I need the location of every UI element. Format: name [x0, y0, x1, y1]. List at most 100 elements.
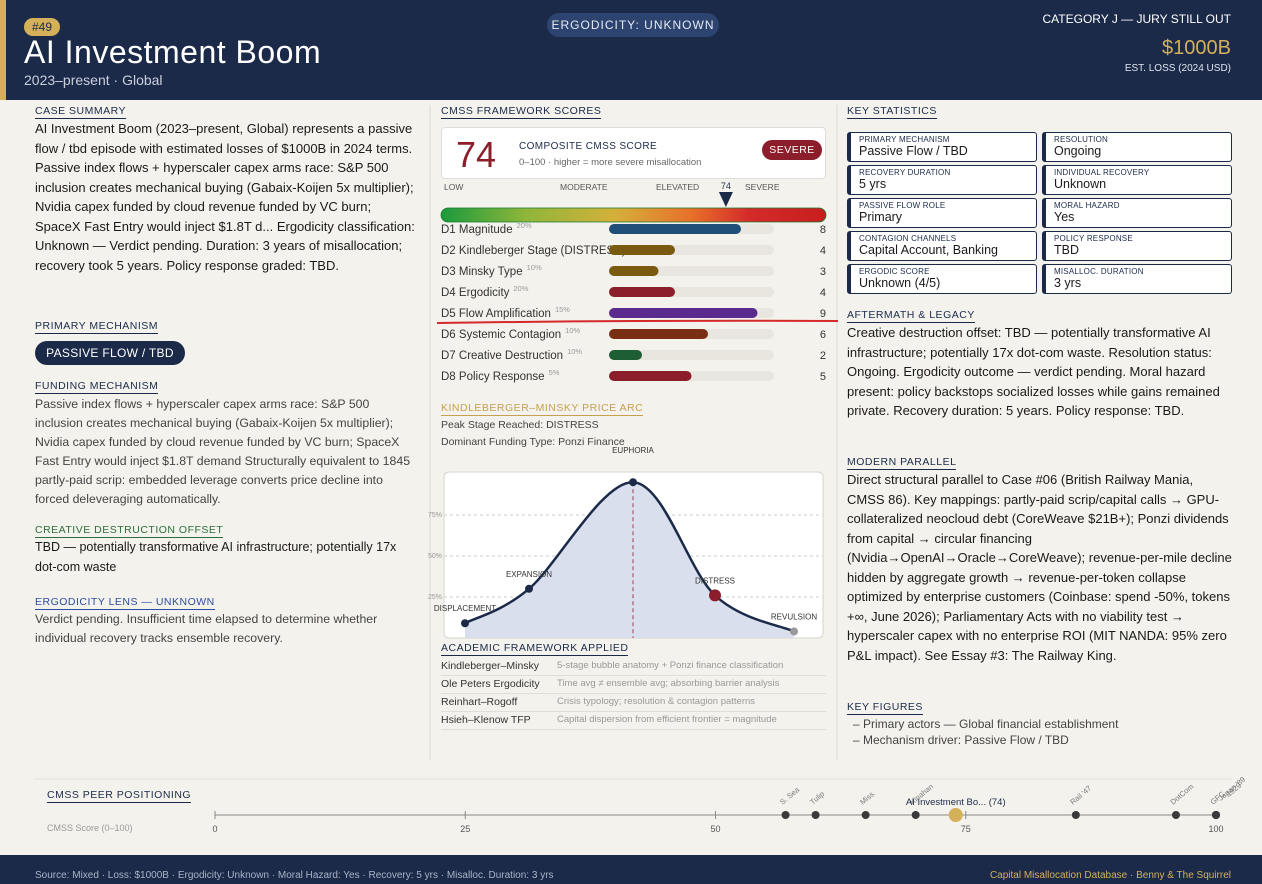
- academic-row: Ole Peters Ergodicity Time avg ≠ ensemble…: [441, 675, 826, 694]
- dimension-name: D7 Creative Destruction 10%: [441, 347, 582, 362]
- stat-label: POLICY RESPONSE: [1054, 234, 1133, 243]
- stat-card: MORAL HAZARD Yes: [1042, 198, 1232, 228]
- bar-track: [609, 329, 774, 339]
- section-heading: CMSS PEER POSITIONING: [47, 789, 192, 803]
- peer-label: Miss.: [858, 788, 877, 806]
- peer-point: [911, 811, 920, 819]
- dimension-name: D4 Ergodicity 20%: [441, 284, 529, 299]
- mechanism-tag: PASSIVE FLOW / TBD: [35, 341, 185, 365]
- peer-point: [1212, 811, 1220, 819]
- stat-value: 5 yrs: [859, 177, 887, 191]
- stage-point: [629, 478, 637, 487]
- dimension-weight: 10%: [567, 347, 582, 356]
- bar-value: 8: [820, 224, 826, 236]
- section-heading: KEY STATISTICS: [847, 105, 937, 119]
- key-figure: – Primary actors — Global financial esta…: [853, 717, 1119, 731]
- bar-value: 2: [820, 350, 826, 362]
- stage-point: [461, 619, 469, 628]
- bar-value: 3: [820, 266, 826, 278]
- stat-card: RECOVERY DURATION 5 yrs: [847, 165, 1037, 195]
- aftermath-text: Creative destruction offset: TBD — poten…: [847, 325, 1220, 418]
- stat-label: ERGODIC SCORE: [859, 267, 930, 276]
- peer-label: 1929: [1225, 781, 1244, 799]
- stage-label: DISPLACEMENT: [434, 604, 496, 613]
- section-heading: CMSS FRAMEWORK SCORES: [441, 105, 602, 119]
- category: CATEGORY J — JURY STILL OUT: [1042, 12, 1232, 26]
- footer-credit: Capital Misallocation Database · Benny &…: [989, 870, 1231, 881]
- arc-frame: [443, 471, 824, 639]
- bar-track: [609, 308, 774, 318]
- dimension-weight: 20%: [517, 221, 532, 230]
- bar: [609, 371, 692, 381]
- bar-track: [609, 266, 774, 276]
- funding-text: Passive index flows + hyperscaler capex …: [35, 397, 411, 506]
- peer-point: [1071, 811, 1080, 819]
- section-heading: AFTERMATH & LEGACY: [847, 309, 975, 323]
- ergodicity-pill: ERGODICITY: UNKNOWN: [547, 13, 719, 37]
- composite-score: 74: [456, 134, 497, 175]
- section-heading: KINDLEBERGER–MINSKY PRICE ARC: [441, 402, 644, 416]
- academic-desc: Time avg ≠ ensemble avg; absorbing barri…: [557, 678, 780, 689]
- dimension-weight: 5%: [549, 368, 560, 377]
- bar: [609, 308, 758, 318]
- stat-label: MISALLOC. DURATION: [1054, 267, 1144, 276]
- x-tick-label: 50: [710, 824, 720, 834]
- x-tick-label: 25: [460, 824, 470, 834]
- peer-label: Rail '47: [1068, 784, 1093, 807]
- peer-point: [1212, 811, 1220, 819]
- gauge-marker-label: 74: [721, 181, 731, 191]
- peer-label: Kinahan: [908, 782, 935, 807]
- stat-value: 3 yrs: [1054, 276, 1082, 290]
- gauge-marker: [718, 192, 733, 207]
- arc-area: [465, 482, 794, 638]
- y-tick-label: 25%: [428, 594, 442, 601]
- stat-label: RESOLUTION: [1054, 135, 1109, 144]
- peer-point: [811, 811, 820, 819]
- section-heading: ERGODICITY LENS — UNKNOWN: [35, 596, 215, 610]
- x-tick-label: 100: [1208, 824, 1223, 834]
- bar: [609, 266, 659, 276]
- academic-name: Reinhart–Rogoff: [441, 696, 518, 708]
- composite-note: 0–100 · higher = more severe misallocati…: [519, 157, 702, 168]
- composite-box: [441, 127, 826, 179]
- academic-row: Reinhart–Rogoff Crisis typology; resoluti…: [441, 693, 826, 712]
- academic-desc: Crisis typology; resolution & contagion …: [557, 696, 756, 707]
- gauge-bar: [440, 207, 827, 223]
- stat-card: CONTAGION CHANNELS Capital Account, Banki…: [847, 231, 1037, 261]
- dimension-weight: 10%: [527, 263, 542, 272]
- dimension-name: D5 Flow Amplification 15%: [441, 305, 570, 320]
- peer-label: Tulip: [808, 789, 826, 806]
- y-tick-label: 75%: [428, 512, 442, 519]
- academic-row: Hsieh–Klenow TFP Capital dispersion from …: [441, 711, 826, 730]
- academic-desc: 5-stage bubble anatomy + Ponzi finance c…: [557, 660, 784, 671]
- section-heading: FUNDING MECHANISM: [35, 380, 159, 394]
- key-figure: – Mechanism driver: Passive Flow / TBD: [853, 733, 1069, 747]
- stat-label: INDIVIDUAL RECOVERY: [1054, 168, 1150, 177]
- stat-value: Ongoing: [1054, 144, 1102, 158]
- gauge-label: ELEVATED: [656, 182, 699, 192]
- peer-label: DotCom: [1168, 782, 1195, 807]
- x-tick-label: 0: [212, 824, 217, 834]
- page-title: AI Investment Boom: [24, 34, 322, 70]
- subtitle: 2023–present · Global: [24, 72, 163, 88]
- stat-card: RESOLUTION Ongoing: [1042, 132, 1232, 162]
- arc-line: [464, 480, 795, 633]
- section-heading: CASE SUMMARY: [35, 105, 126, 119]
- dimension-name: D8 Policy Response 5%: [441, 368, 560, 383]
- bar-value: 5: [820, 371, 826, 383]
- bar-track: [609, 245, 774, 255]
- stat-label: MORAL HAZARD: [1054, 201, 1120, 210]
- dimension-name: D1 Magnitude 20%: [441, 221, 532, 236]
- peer-label: AI Investment Bo... (74): [906, 797, 1006, 808]
- stat-value: TBD: [1054, 243, 1079, 257]
- peer-label: S. Sea: [778, 785, 802, 807]
- peer-point: [861, 811, 870, 819]
- stat-value: Capital Account, Banking: [859, 243, 998, 257]
- academic-name: Hsieh–Klenow TFP: [441, 714, 531, 726]
- dimension-name: D3 Minsky Type 10%: [441, 263, 542, 278]
- dimension-weight: 20%: [513, 284, 528, 293]
- academic-name: Kindleberger–Minsky: [441, 660, 540, 672]
- stat-card: PASSIVE FLOW ROLE Primary: [847, 198, 1037, 228]
- gauge-label: MODERATE: [560, 182, 608, 192]
